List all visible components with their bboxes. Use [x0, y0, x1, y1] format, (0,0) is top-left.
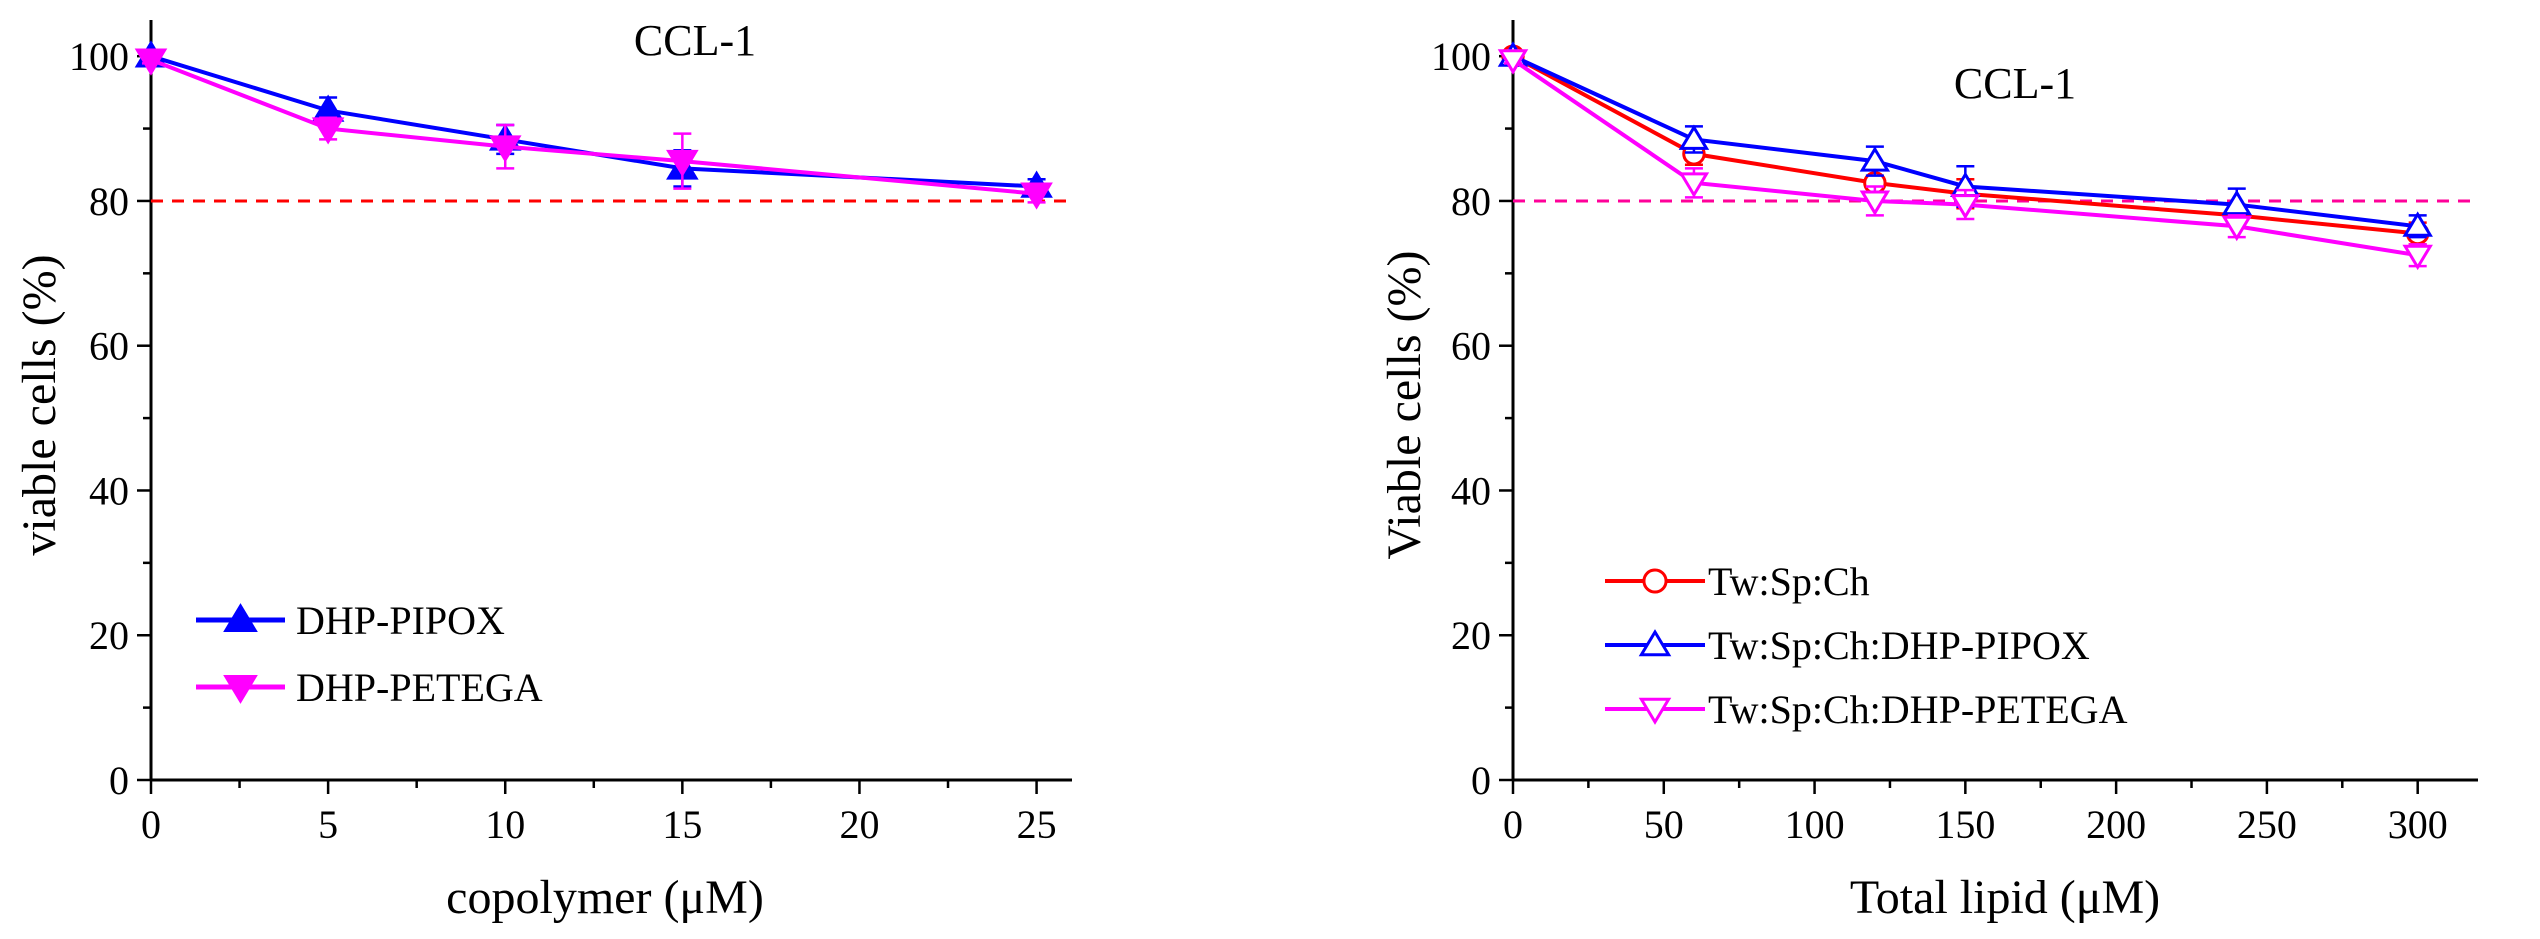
data-point-tw-sp-ch-dhp-pipox — [2221, 189, 2252, 216]
legend-marker-dhp-pipox — [223, 603, 258, 632]
legend-marker-dhp-petega — [223, 675, 258, 704]
right-x-axis-title: Total lipid (μM) — [1850, 871, 2160, 924]
right-legend-item-1: Tw:Sp:Ch:DHP-PIPOX — [1605, 623, 2090, 668]
left-legend: DHP-PIPOX DHP-PETEGA — [196, 598, 543, 710]
legend-label-dhp-petega: DHP-PETEGA — [296, 665, 543, 710]
right-x-tick-label: 100 — [1785, 802, 1845, 847]
right-y-tick-label: 0 — [1471, 758, 1491, 803]
right-y-tick-label: 20 — [1451, 613, 1491, 658]
right-y-tick-label: 100 — [1431, 34, 1491, 79]
right-legend: Tw:Sp:Ch Tw:Sp:Ch:DHP-PIPOX Tw:Sp:Ch:DHP… — [1605, 559, 2128, 732]
left-y-axis-title: viable cells (%) — [13, 254, 66, 555]
data-point-tw-sp-ch-dhp-petega — [2402, 244, 2433, 271]
left-y-tick-label: 40 — [89, 468, 129, 513]
left-chart-title: CCL-1 — [634, 16, 756, 65]
series-line-tw-sp-ch-dhp-petega — [1511, 58, 2419, 258]
chart-right: 0 50 100 150 200 250 300 0 20 40 60 80 100 CCL-1 To… — [1378, 20, 2478, 924]
right-y-tick-label: 80 — [1451, 179, 1491, 224]
series-line-dhp-pipox — [150, 54, 1037, 189]
legend-label-dhp-pipox: DHP-PIPOX — [296, 598, 505, 643]
data-point-tw-sp-ch-dhp-pipox — [2402, 211, 2433, 237]
data-point-dhp-petega — [1020, 182, 1053, 210]
data-point-tw-sp-ch-dhp-pipox — [1678, 124, 1710, 150]
left-x-tick-label: 5 — [318, 802, 338, 847]
left-legend-item-0: DHP-PIPOX — [196, 598, 505, 643]
legend-symbol-tw-sp-ch-dhp-pipox — [1638, 629, 1672, 657]
right-x-tick-label: 300 — [2388, 802, 2448, 847]
left-y-tick-label: 0 — [109, 758, 129, 803]
right-y-tick-label: 40 — [1451, 468, 1491, 513]
left-x-tick-label: 0 — [141, 802, 161, 847]
chart-left: 0 5 10 15 20 25 0 20 40 60 80 100 CCL-1 copolymer … — [13, 16, 1072, 924]
left-y-tick-label: 60 — [89, 324, 129, 369]
data-point-dhp-petega — [311, 117, 345, 145]
data-point-dhp-petega — [488, 135, 522, 163]
data-point-dhp-petega — [666, 149, 699, 178]
right-chart-title: CCL-1 — [1954, 59, 2076, 108]
data-point-tw-sp-ch-dhp-pipox — [1859, 146, 1891, 172]
legend-marker-tw-sp-ch-dhp-pipox — [1638, 629, 1672, 657]
left-x-axis-title: copolymer (μM) — [446, 871, 764, 924]
left-x-tick-label: 10 — [485, 802, 525, 847]
legend-label-tw-sp-ch-dhp-petega: Tw:Sp:Ch:DHP-PETEGA — [1708, 687, 2128, 732]
right-x-tick-label: 0 — [1503, 802, 1523, 847]
data-point-dhp-petega — [134, 48, 168, 76]
legend-marker-tw-sp-ch — [1642, 568, 1668, 594]
data-point-tw-sp-ch-dhp-petega — [1678, 172, 1710, 198]
right-y-tick-label: 60 — [1451, 324, 1491, 369]
data-point-tw-sp-ch-dhp-petega — [2221, 215, 2252, 242]
right-x-tick-label: 250 — [2237, 802, 2297, 847]
data-point-tw-sp-ch-dhp-petega — [1950, 194, 1981, 220]
right-x-tick-label: 50 — [1644, 802, 1684, 847]
legend-symbol-tw-sp-ch-dhp-petega — [1638, 697, 1672, 725]
left-x-tick-label: 25 — [1017, 802, 1057, 847]
left-x-tick-label: 15 — [662, 802, 702, 847]
legend-symbol-tw-sp-ch — [1642, 568, 1668, 594]
data-point-tw-sp-ch-dhp-petega — [1497, 49, 1529, 75]
left-y-tick-label: 80 — [89, 179, 129, 224]
right-x-tick-label: 200 — [2086, 802, 2146, 847]
legend-label-tw-sp-ch: Tw:Sp:Ch — [1708, 559, 1870, 604]
right-y-axis-title: Viable cells (%) — [1378, 251, 1431, 560]
right-legend-item-0: Tw:Sp:Ch — [1605, 559, 1870, 604]
legend-marker-tw-sp-ch-dhp-petega — [1638, 697, 1672, 725]
data-point-tw-sp-ch-dhp-petega — [1859, 190, 1891, 216]
left-y-tick-label: 100 — [69, 34, 129, 79]
series-line-tw-sp-ch-dhp-pipox — [1512, 54, 2418, 229]
left-legend-item-1: DHP-PETEGA — [196, 665, 543, 710]
series-line-tw-sp-ch — [1512, 54, 2418, 236]
right-legend-item-2: Tw:Sp:Ch:DHP-PETEGA — [1605, 687, 2128, 732]
left-y-tick-label: 20 — [89, 613, 129, 658]
left-x-tick-label: 20 — [839, 802, 879, 847]
right-x-tick-label: 150 — [1935, 802, 1995, 847]
series-line-dhp-petega — [150, 57, 1037, 196]
legend-label-tw-sp-ch-dhp-pipox: Tw:Sp:Ch:DHP-PIPOX — [1708, 623, 2090, 668]
